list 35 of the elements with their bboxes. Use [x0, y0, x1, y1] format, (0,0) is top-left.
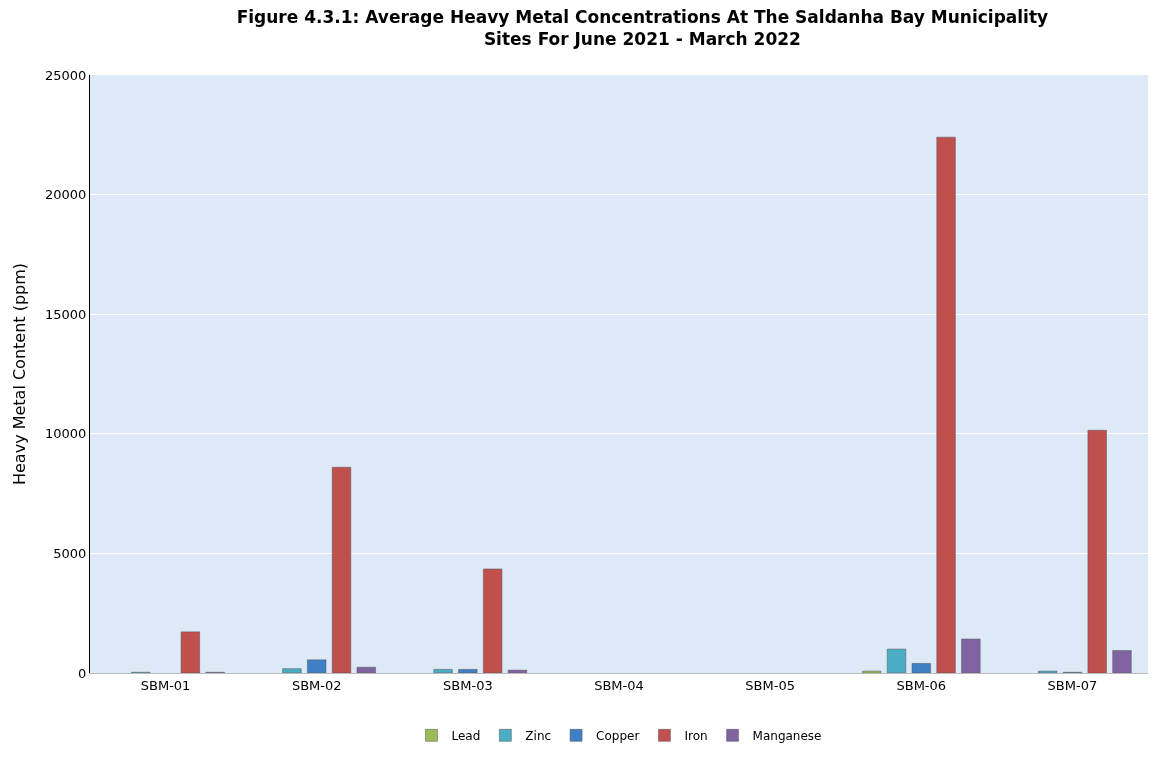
x-tick-label: SBM-06	[896, 677, 947, 693]
chart-title: Figure 4.3.1: Average Heavy Metal Concentrations At The Saldanha Bay Municipality Sites For June 2021 - March 2022	[236, 6, 1049, 49]
x-tick-label: SBM-03	[443, 677, 493, 693]
bar	[331, 467, 352, 673]
bar	[961, 638, 981, 673]
legend-label: Zinc	[525, 729, 552, 744]
legend-label: Manganese	[752, 729, 822, 744]
x-tick-label: SBM-01	[140, 677, 191, 693]
bar	[458, 669, 478, 673]
bar	[307, 659, 327, 673]
bar	[282, 668, 302, 673]
legend-label: Iron	[684, 729, 708, 744]
y-tick-label: 20000	[45, 187, 87, 203]
legend-label: Lead	[451, 729, 481, 744]
y-tick-label: 0	[78, 665, 87, 681]
bar	[180, 631, 200, 673]
x-tick-label: SBM-07	[1047, 677, 1098, 693]
y-tick-label: 10000	[45, 426, 87, 442]
bar	[507, 669, 527, 673]
x-tick-label: SBM-04	[594, 677, 644, 693]
y-tick-label: 25000	[45, 67, 87, 83]
bar	[936, 136, 956, 673]
bar	[911, 663, 931, 673]
bar	[886, 648, 907, 673]
bar	[433, 669, 453, 673]
bar	[1087, 429, 1107, 673]
y-axis-title: Heavy Metal Content (ppm)	[9, 262, 29, 486]
y-tick-label: 15000	[45, 306, 87, 322]
legend-label: Copper	[596, 729, 640, 744]
x-tick-label: SBM-02	[291, 677, 342, 693]
bar	[483, 568, 503, 673]
bar	[356, 667, 376, 673]
bar	[1112, 650, 1132, 673]
x-tick-label: SBM-05	[745, 677, 795, 693]
y-tick-label: 5000	[53, 545, 87, 561]
